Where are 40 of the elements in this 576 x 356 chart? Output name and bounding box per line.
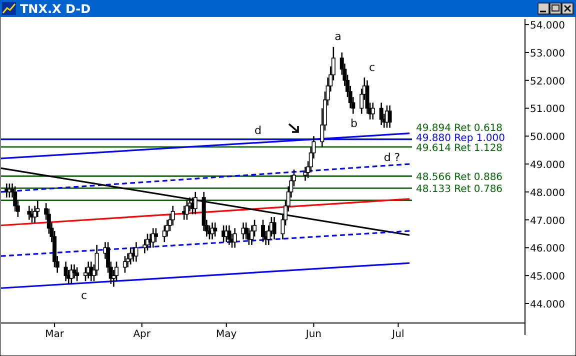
candlestick [193, 191, 198, 215]
y-tick-label: 52.000 [530, 76, 565, 88]
candlestick [232, 228, 237, 248]
candlestick [388, 104, 392, 128]
y-tick-label: 53.000 [530, 48, 565, 60]
annotation: d [254, 124, 262, 138]
ref-line-label: 48.133 Ret 0.786 [416, 184, 503, 196]
annotation: d ? [384, 151, 400, 164]
ref-line-label: 48.566 Ret 0.886 [416, 172, 503, 184]
annotation: a [334, 30, 342, 44]
ref-line-label: 49.614 Ret 1.128 [416, 142, 503, 154]
candlestick [128, 247, 133, 266]
y-tick-label: 54.000 [530, 20, 565, 32]
y-tick-label: 47.000 [530, 216, 565, 227]
candlestick [227, 224, 232, 246]
x-tick-label: Apr [133, 329, 152, 340]
candlestick [213, 222, 218, 238]
ref-line-label: 49.894 Ret 0.618 [416, 122, 503, 134]
y-tick-label: 51.000 [530, 104, 565, 116]
x-tick-label: Jul [391, 329, 404, 340]
y-tick-label: 49.000 [530, 160, 565, 172]
y-tick-label: 44.000 [530, 299, 565, 310]
annotation: c [80, 289, 88, 302]
y-tick-label: 45.000 [530, 272, 565, 283]
candlestick [151, 228, 156, 248]
candlestick [134, 241, 138, 262]
candlestick [145, 233, 150, 252]
candlestick [122, 255, 127, 274]
y-tick-label: 46.000 [530, 244, 565, 255]
x-tick-label: Jun [304, 329, 322, 340]
y-tick-label: 50.000 [530, 132, 565, 144]
x-tick-label: Mar [45, 329, 65, 340]
y-tick-label: 48.000 [530, 188, 565, 199]
candlestick [272, 216, 276, 240]
chart-title: TNX.X D-D [20, 2, 91, 16]
candlestick [370, 102, 375, 120]
annotation: b [350, 117, 358, 130]
x-tick-label: May [216, 329, 237, 340]
ref-line-label: 49.880 Rep 1.000 [416, 132, 505, 144]
annotation: c [368, 61, 376, 74]
